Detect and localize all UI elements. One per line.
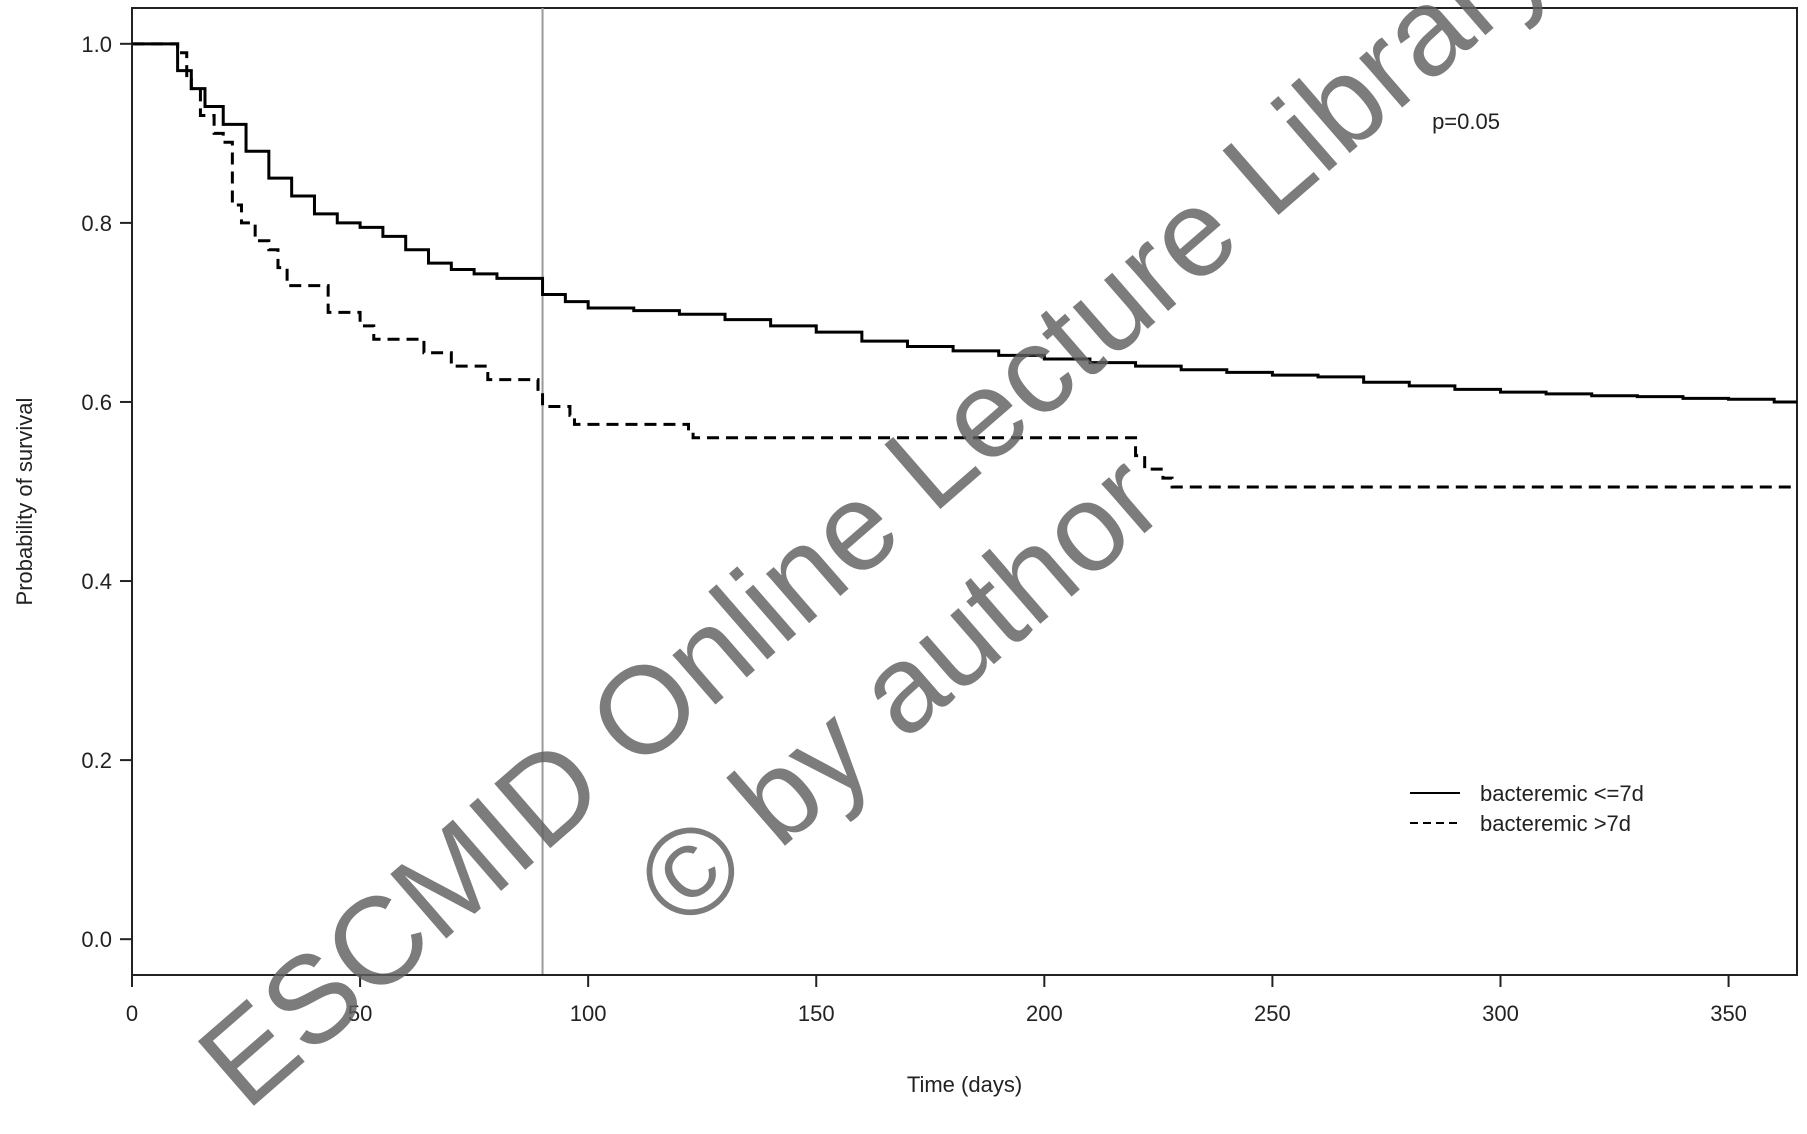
x-tick-label: 300 (1482, 1001, 1519, 1026)
survival-chart: 0 50 100 150 200 250 300 350 0.0 0.2 0.4 0.6 0.8 1.0… (12, 7, 1798, 1097)
legend-label: bacteremic >7d (1480, 811, 1631, 836)
x-tick-label: 100 (570, 1001, 607, 1026)
series-line-bacteremic-gt-7d (132, 42, 1797, 489)
y-axis-title: Probability of survival (12, 398, 37, 606)
y-tick-label: 1.0 (81, 32, 112, 57)
p-value-annotation: p=0.05 (1432, 109, 1500, 134)
y-tick-label: 0.6 (81, 390, 112, 415)
series-line-bacteremic-le-7d (132, 42, 1797, 404)
y-tick-label: 0.8 (81, 211, 112, 236)
series-group (132, 42, 1797, 489)
y-tick-label: 0.2 (81, 748, 112, 773)
x-axis: 0 50 100 150 200 250 300 350 (126, 974, 1747, 1026)
x-tick-label: 50 (348, 1001, 372, 1026)
legend: bacteremic <=7d bacteremic >7d (1410, 781, 1644, 836)
y-axis: 0.0 0.2 0.4 0.6 0.8 1.0 (81, 32, 133, 952)
x-tick-label: 200 (1026, 1001, 1063, 1026)
x-axis-title: Time (days) (907, 1072, 1022, 1097)
x-tick-label: 0 (126, 1001, 138, 1026)
y-tick-label: 0.4 (81, 569, 112, 594)
x-tick-label: 150 (798, 1001, 835, 1026)
y-tick-label: 0.0 (81, 927, 112, 952)
x-tick-label: 350 (1710, 1001, 1747, 1026)
x-tick-label: 250 (1254, 1001, 1291, 1026)
legend-label: bacteremic <=7d (1480, 781, 1644, 806)
